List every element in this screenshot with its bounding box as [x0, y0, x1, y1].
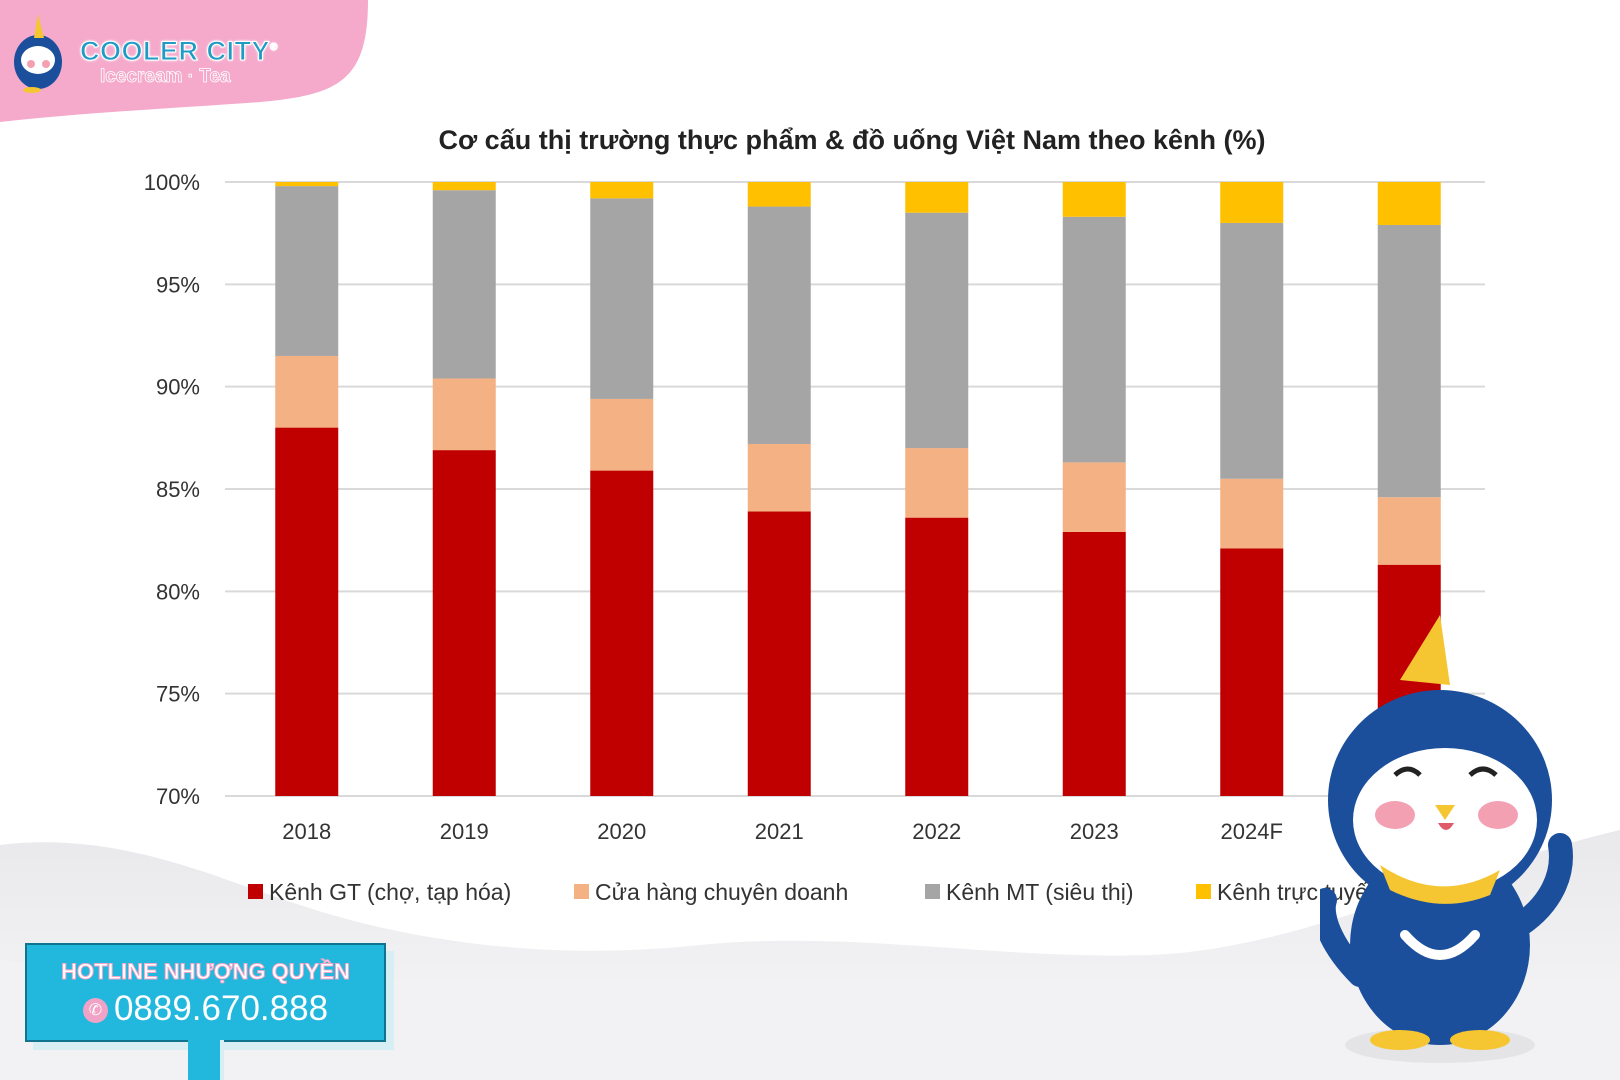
bar-segment [905, 182, 969, 213]
bar-segment [275, 182, 339, 187]
hotline-phone[interactable]: ✆ 0889.670.888 [27, 989, 384, 1029]
bar-segment [1062, 182, 1126, 217]
x-tick-label: 2019 [440, 819, 489, 844]
hotline-label: HOTLINE NHƯỢNG QUYỀN [61, 959, 351, 985]
legend-swatch [925, 884, 940, 899]
chart-title: Cơ cấu thị trường thực phẩm & đồ uống Vi… [438, 125, 1265, 155]
bar-segment [590, 198, 654, 399]
y-tick-label: 75% [156, 682, 200, 707]
brand-tagline: Icecream · Tea [100, 66, 231, 88]
registered-mark: ® [270, 42, 278, 54]
bar-segment [432, 378, 496, 451]
bar-segment [905, 212, 969, 449]
bar-segment [590, 470, 654, 796]
bar-segment [905, 448, 969, 518]
legend: Kênh GT (chợ, tạp hóa) Cửa hàng chuyên do… [248, 879, 1381, 905]
bar-segment [1377, 224, 1441, 498]
legend-label: Cửa hàng chuyên doanh [595, 879, 848, 905]
bars [275, 182, 1441, 796]
legend-label: Kênh trực tuyến [1217, 879, 1381, 905]
legend-label: Kênh MT (siêu thị) [946, 879, 1133, 905]
brand-name-text: COOLER CITY [79, 36, 271, 67]
x-axis-ticks: 2018201920202021202220232024F2025F [282, 819, 1440, 844]
y-tick-label: 95% [156, 272, 200, 297]
y-tick-label: 90% [156, 375, 200, 400]
penguin-mascot-icon [1320, 615, 1573, 1063]
bar-segment [1220, 478, 1284, 549]
bar-segment [275, 355, 339, 428]
logo-banner [0, 0, 368, 122]
brand-name: COOLER CITY® [79, 36, 278, 67]
x-tick-label: 2020 [597, 819, 646, 844]
bar-segment [1062, 462, 1126, 532]
legend-label: Kênh GT (chợ, tạp hóa) [269, 879, 511, 905]
gridlines [225, 181, 1485, 797]
bar-segment [1377, 497, 1441, 565]
bar-segment [275, 427, 339, 796]
bar-segment [275, 186, 339, 356]
bar-segment [747, 443, 811, 512]
sign-post [188, 1040, 224, 1080]
x-tick-label: 2018 [282, 819, 331, 844]
bar-segment [432, 190, 496, 379]
legend-swatch [1196, 884, 1211, 899]
x-tick-label: 2021 [755, 819, 804, 844]
x-tick-label: 2022 [912, 819, 961, 844]
bar-segment [590, 182, 654, 199]
y-tick-label: 80% [156, 579, 200, 604]
legend-swatch [248, 884, 263, 899]
y-tick-label: 100% [144, 170, 200, 195]
penguin-logo-icon [14, 14, 62, 93]
x-tick-label: 2024F [1221, 819, 1283, 844]
y-tick-label: 85% [156, 477, 200, 502]
bar-segment [905, 517, 969, 796]
bar-segment [1220, 182, 1284, 223]
bar-segment [747, 206, 811, 444]
bar-segment [1377, 182, 1441, 225]
bar-segment [432, 182, 496, 191]
legend-swatch [574, 884, 589, 899]
y-axis-ticks: 70% 75% 80% 85% 90% 95% 100% [144, 170, 200, 809]
y-tick-label: 70% [156, 784, 200, 809]
bar-segment [1062, 216, 1126, 463]
bar-segment [432, 450, 496, 796]
bar-segment [590, 398, 654, 471]
phone-icon: ✆ [82, 998, 108, 1024]
x-tick-label: 2023 [1070, 819, 1119, 844]
hotline-phone-number[interactable]: 0889.670.888 [113, 989, 329, 1028]
bar-segment [1220, 548, 1284, 796]
bar-segment [1062, 531, 1126, 796]
hotline-banner: HOTLINE NHƯỢNG QUYỀN ✆ 0889.670.888 [25, 943, 386, 1042]
bar-segment [1220, 222, 1284, 479]
bar-segment [747, 511, 811, 796]
bar-segment [747, 182, 811, 207]
